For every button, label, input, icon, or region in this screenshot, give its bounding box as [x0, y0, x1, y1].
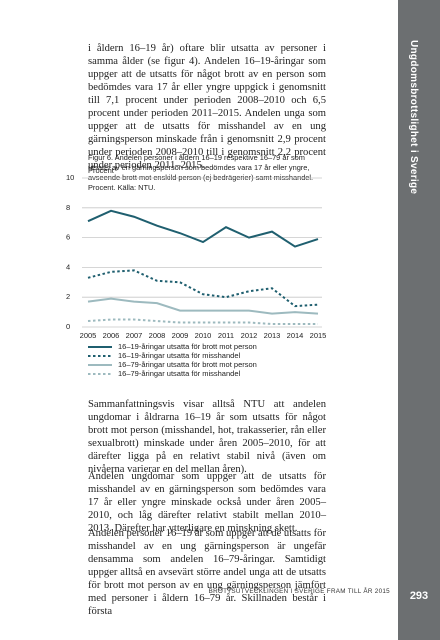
x-tick-label: 2008: [149, 331, 166, 340]
y-tick-label: 6: [66, 233, 70, 242]
y-tick-label: 0: [66, 322, 70, 331]
paragraph: Sammanfattningsvis visar alltså NTU att …: [88, 399, 326, 475]
x-tick-label: 2011: [218, 331, 234, 340]
legend-label: 16–19-åringar utsatta för misshandel: [118, 351, 240, 360]
y-axis-label: Procent: [88, 166, 115, 175]
legend-label: 16–19-åringar utsatta för brott mot pers…: [118, 342, 257, 351]
legend-label: 16–79-åringar utsatta för brott mot pers…: [118, 360, 257, 369]
footer: BROTTSUTVECKLINGEN I SVERIGE FRAM TILL Å…: [208, 588, 390, 595]
paragraph: Andelen personer 16–19 år som uppger att…: [88, 528, 327, 617]
paragraph: Andelen ungdomar som uppger att de utsat…: [88, 471, 326, 534]
x-tick-label: 2006: [103, 331, 120, 340]
y-tick-label: 10: [66, 173, 74, 182]
sidebar-title: Ungdomsbrottslighet i Sverige: [408, 40, 419, 195]
series-line: [87, 297, 319, 315]
x-tick-label: 2015: [310, 331, 327, 340]
series-line: [87, 269, 319, 308]
y-tick-label: 4: [66, 262, 70, 271]
x-tick-label: 2014: [287, 331, 304, 340]
figure-caption: Figur 6. Andelen personer i åldern 16–19…: [88, 153, 314, 192]
series-line: [87, 209, 319, 248]
x-tick-label: 2010: [195, 331, 212, 340]
paragraph: i åldern 16–19 år) oftare blir utsatta a…: [88, 43, 326, 171]
page-number: 293: [409, 590, 429, 602]
x-tick-label: 2005: [80, 331, 97, 340]
chart: Procent 0 2 4 6 8 10 2005 2006 2007 2008 2009 2010 2…: [66, 166, 327, 378]
sidebar: Ungdomsbrottslighet i Sverige 293: [398, 0, 440, 640]
legend-label: 16–79-åringar utsatta för misshandel: [118, 369, 240, 378]
series-line: [87, 318, 318, 326]
x-tick-label: 2009: [172, 331, 189, 340]
x-tick-label: 2007: [126, 331, 143, 340]
x-tick-label: 2013: [264, 331, 281, 340]
y-tick-label: 8: [66, 203, 70, 212]
y-tick-label: 2: [66, 292, 70, 301]
x-tick-label: 2012: [241, 331, 258, 340]
